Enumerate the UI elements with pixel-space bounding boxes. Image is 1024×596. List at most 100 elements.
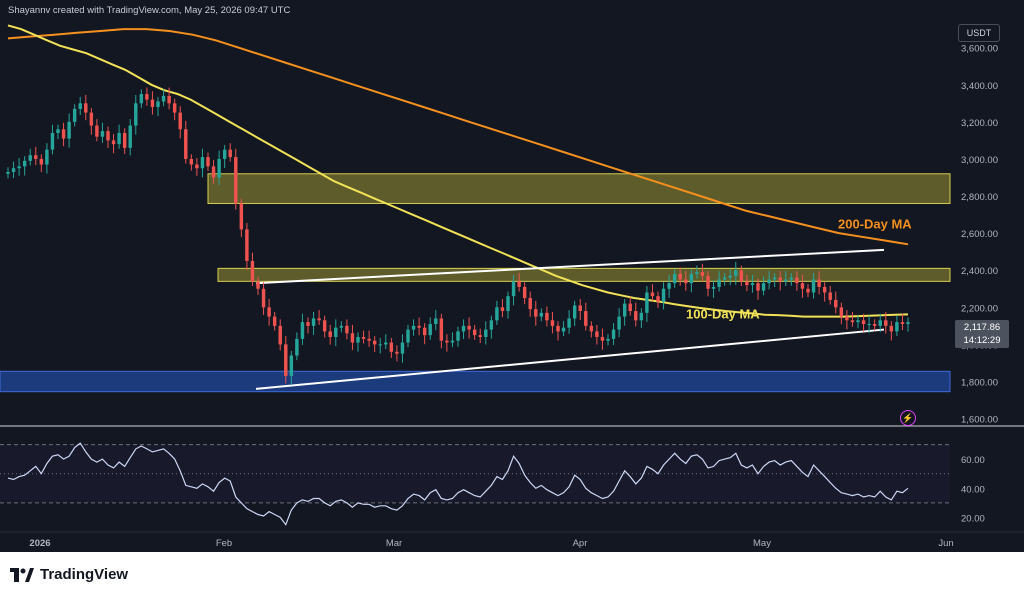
candle-body [100, 131, 105, 137]
candle [339, 321, 344, 333]
candle-body [189, 158, 194, 165]
candle [889, 321, 894, 341]
candle [828, 285, 832, 305]
candle [300, 313, 305, 345]
candle-body [195, 164, 199, 169]
candle-body [11, 168, 16, 172]
candle [389, 337, 394, 358]
candle-body [172, 103, 177, 113]
candle [211, 159, 216, 184]
candle-body [856, 320, 860, 323]
grid [0, 425, 1024, 533]
candle-body [822, 286, 827, 293]
candle [406, 324, 410, 348]
candle [134, 94, 138, 135]
lightning-icon[interactable]: ⚡ [900, 410, 916, 426]
candle-body [806, 288, 810, 293]
candle-body [406, 329, 410, 343]
candle [522, 282, 527, 305]
candle [222, 145, 227, 169]
candle-body [334, 327, 338, 337]
last-price-tag: 2,117.86 14:12:29 [955, 320, 1009, 348]
candle-body [461, 325, 466, 332]
candle [650, 284, 655, 301]
candle [706, 271, 710, 297]
candle-body [445, 340, 449, 343]
candle-body [67, 121, 71, 139]
candle [517, 273, 521, 292]
candle [411, 319, 416, 336]
candle [789, 273, 794, 286]
candle [817, 271, 821, 295]
ma100-line [7, 24, 909, 318]
candle [678, 267, 682, 286]
candle-body [889, 325, 894, 332]
candle-body [756, 283, 760, 291]
candle-body [234, 157, 238, 204]
candle [122, 128, 127, 154]
candle-body [222, 149, 227, 159]
candle-body [522, 286, 527, 299]
candle-body [784, 279, 788, 282]
candle-body [284, 344, 288, 376]
candle-body [300, 322, 305, 339]
candle-body [267, 307, 271, 317]
candle-body [628, 303, 632, 312]
candle [578, 298, 582, 321]
candle-body [228, 149, 232, 158]
price-tick-label: 2,800.00 [961, 192, 998, 203]
candle-body [689, 273, 694, 284]
tradingview-logo[interactable]: TradingView [10, 566, 128, 583]
candle-body [906, 322, 910, 324]
candle [628, 297, 632, 316]
candle [450, 332, 455, 348]
candle-body [539, 312, 544, 317]
candle [322, 315, 327, 338]
candle [617, 308, 621, 338]
price-tick-label: 3,000.00 [961, 155, 998, 166]
candle [34, 146, 38, 166]
candle-body [717, 279, 721, 287]
candle [28, 148, 32, 166]
candle [550, 311, 555, 334]
candle-body [545, 312, 549, 321]
candle-body [617, 316, 621, 330]
candle [634, 302, 638, 327]
footer-bar [0, 552, 1024, 596]
candle-body [834, 299, 838, 308]
candle [106, 126, 110, 149]
candle [6, 167, 10, 179]
candle-body [167, 95, 171, 104]
candle [350, 324, 355, 351]
candle [695, 265, 699, 279]
candle-body [761, 283, 766, 291]
candle [45, 143, 49, 174]
candle [417, 317, 421, 336]
candle-body [695, 272, 699, 274]
candles[interactable] [6, 87, 910, 386]
candle-body [122, 132, 127, 148]
candle-body [356, 336, 360, 343]
candle-body [61, 129, 66, 139]
candle-body [345, 325, 349, 334]
candle [345, 319, 349, 340]
candle-body [650, 292, 655, 297]
candle-body [661, 288, 666, 302]
time-tick-label: Feb [216, 538, 232, 549]
currency-badge[interactable]: USDT [958, 24, 1000, 42]
candle-body [161, 95, 166, 102]
time-tick-label: 2026 [29, 538, 50, 549]
candle [511, 274, 516, 306]
candle-body [184, 129, 188, 159]
candle-body [578, 305, 582, 312]
rsi-panel[interactable]: 60.00 40.00 20.00 [0, 442, 985, 526]
candle [84, 94, 88, 121]
candle [528, 291, 532, 317]
candle [595, 324, 599, 345]
candle-body [256, 281, 260, 289]
candle [317, 310, 321, 325]
candle [145, 87, 149, 106]
candle-body [328, 331, 332, 337]
candle [667, 274, 671, 298]
